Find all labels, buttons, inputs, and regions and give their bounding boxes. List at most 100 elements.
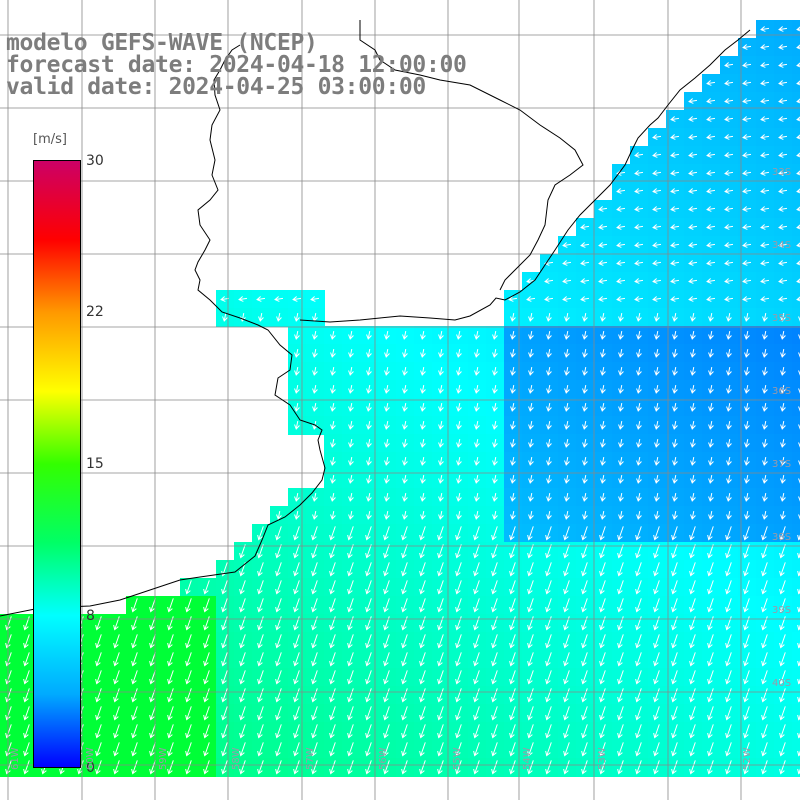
wind-arrow <box>760 26 770 32</box>
wind-speed-cell <box>504 398 523 417</box>
wind-arrow <box>528 420 534 430</box>
wind-arrow <box>294 330 300 340</box>
wind-arrow <box>724 260 734 266</box>
wind-arrow <box>329 616 336 631</box>
wind-speed-cell <box>306 596 325 615</box>
wind-speed-cell <box>756 506 775 525</box>
wind-speed-cell <box>540 596 559 615</box>
wind-arrow <box>780 456 786 466</box>
wind-speed-cell <box>720 614 739 633</box>
wind-speed-cell <box>792 20 800 39</box>
wind-arrow <box>113 616 120 631</box>
wind-arrow <box>798 406 800 412</box>
wind-arrow <box>311 688 318 703</box>
wind-arrow <box>707 616 714 631</box>
wind-arrow <box>491 760 498 775</box>
wind-speed-cell <box>666 164 685 183</box>
wind-arrow <box>526 296 536 302</box>
wind-arrow <box>672 438 678 448</box>
wind-speed-cell <box>594 668 613 687</box>
wind-arrow <box>617 544 624 559</box>
wind-arrow <box>798 352 800 358</box>
wind-speed-cell <box>720 758 739 777</box>
wind-speed-cell <box>720 434 739 453</box>
wind-arrow <box>546 456 552 466</box>
wind-speed-cell <box>612 326 631 345</box>
wind-arrow <box>761 526 768 541</box>
wind-arrow <box>725 634 732 649</box>
wind-speed-cell <box>450 632 469 651</box>
wind-arrow <box>185 742 192 757</box>
wind-speed-cell <box>558 596 577 615</box>
wind-arrow <box>689 652 696 667</box>
wind-speed-cell <box>468 452 487 471</box>
wind-arrow <box>347 760 354 775</box>
wind-speed-cell <box>360 326 379 345</box>
wind-speed-cell <box>792 416 800 435</box>
wind-speed-cell <box>468 614 487 633</box>
wind-arrow <box>528 402 534 412</box>
wind-speed-cell <box>324 416 343 435</box>
wind-speed-cell <box>504 722 523 741</box>
wind-speed-cell <box>396 380 415 399</box>
wind-arrow <box>383 670 390 685</box>
wind-speed-cell <box>792 200 800 219</box>
wind-arrow <box>599 580 606 595</box>
wind-arrow <box>293 724 300 739</box>
wind-speed-cell <box>378 542 397 561</box>
wind-arrow <box>203 706 210 721</box>
wind-speed-cell <box>774 110 793 129</box>
wind-arrow <box>653 670 660 685</box>
wind-speed-cell <box>540 362 559 381</box>
wind-speed-cell <box>630 344 649 363</box>
wind-speed-cell <box>684 578 703 597</box>
wind-speed-cell <box>738 164 757 183</box>
wind-speed-cell <box>558 668 577 687</box>
wind-arrow <box>797 696 800 703</box>
colorbar-tick-8: 8 <box>86 608 95 624</box>
wind-arrow <box>294 348 300 358</box>
wind-speed-cell <box>324 668 343 687</box>
wind-arrow <box>544 296 554 302</box>
wind-arrow <box>23 706 30 721</box>
wind-arrow <box>744 438 750 448</box>
wind-arrow <box>113 670 120 685</box>
wind-speed-cell <box>360 704 379 723</box>
wind-arrow <box>653 688 660 703</box>
wind-speed-cell <box>720 92 739 111</box>
wind-arrow <box>491 580 498 595</box>
wind-speed-cell <box>198 722 217 741</box>
wind-speed-cell <box>702 380 721 399</box>
wind-speed-cell <box>378 398 397 417</box>
wind-arrow <box>131 634 138 649</box>
wind-arrow <box>492 384 498 394</box>
wind-arrow <box>383 760 390 775</box>
wind-speed-cell <box>630 524 649 543</box>
wind-arrow <box>689 544 696 559</box>
wind-speed-cell <box>594 578 613 597</box>
wind-speed-cell <box>180 632 199 651</box>
wind-arrow <box>131 652 138 667</box>
wind-arrow <box>310 296 320 302</box>
wind-speed-cell <box>270 686 289 705</box>
wind-arrow <box>760 98 770 104</box>
wind-speed-cell <box>576 488 595 507</box>
wind-speed-cell <box>270 524 289 543</box>
wind-speed-cell <box>360 650 379 669</box>
wind-arrow <box>564 348 570 358</box>
wind-arrow <box>527 742 534 757</box>
wind-speed-cell <box>594 740 613 759</box>
wind-arrow <box>672 348 678 358</box>
wind-speed-cell <box>414 614 433 633</box>
wind-speed-cell <box>756 164 775 183</box>
wind-speed-cell <box>774 74 793 93</box>
wind-arrow <box>330 474 336 484</box>
wind-speed-cell <box>756 254 775 273</box>
wind-arrow <box>402 510 408 520</box>
wind-speed-cell <box>630 218 649 237</box>
wind-speed-cell <box>540 686 559 705</box>
wind-speed-cell <box>720 182 739 201</box>
wind-arrow <box>203 724 210 739</box>
wind-arrow <box>581 562 588 577</box>
wind-arrow <box>690 492 696 502</box>
